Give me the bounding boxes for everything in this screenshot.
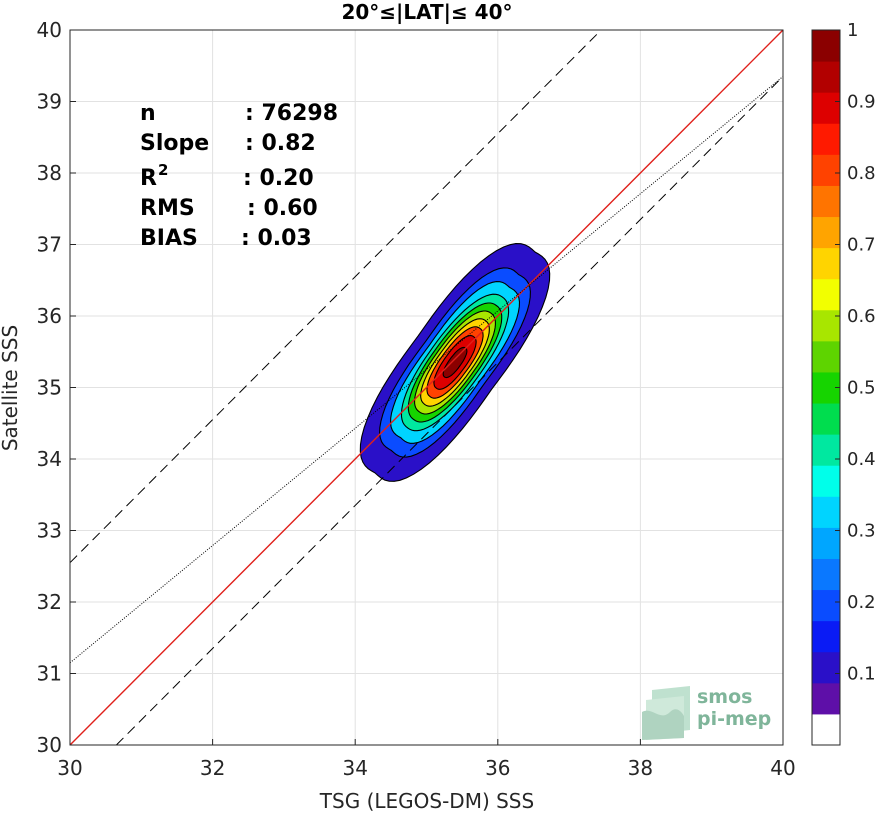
stat-label: RMS <box>140 196 195 221</box>
colorbar-segment <box>812 185 840 218</box>
colorbar-segment <box>812 247 840 280</box>
statistics-box: n : 76298 Slope : 0.82 R 2 : 0.20 RMS : 0.60 BIAS… <box>140 101 338 251</box>
colorbar-segment <box>812 496 840 528</box>
y-tick-label: 40 <box>37 18 62 42</box>
y-tick-labels: 30 31 32 33 34 35 36 37 38 39 40 <box>37 18 62 757</box>
y-tick-label: 38 <box>37 161 62 185</box>
colorbar-segment <box>812 309 840 342</box>
colorbar-segment <box>812 278 840 311</box>
logo-text-pi-mep: pi-mep <box>697 708 771 730</box>
colorbar-segment <box>812 92 840 124</box>
density-contours <box>359 243 551 482</box>
stat-value: : 0.03 <box>241 226 312 251</box>
stat-value: : 76298 <box>245 101 338 126</box>
colorbar-segment <box>812 527 840 559</box>
x-tick-labels: 30 32 34 36 38 40 <box>57 756 795 780</box>
one-to-one-line <box>69 29 784 746</box>
logo-text-smos: smos <box>697 686 752 708</box>
upper-bound-line <box>69 29 602 564</box>
colorbar-tick-label: 0.2 <box>847 592 876 613</box>
x-tick-label: 30 <box>57 756 82 780</box>
colorbar-tick-label: 0.7 <box>847 235 876 256</box>
colorbar-segment <box>812 682 840 715</box>
colorbar-segment <box>812 589 840 622</box>
colorbar-segment <box>812 713 840 746</box>
stat-superscript: 2 <box>158 161 168 179</box>
y-tick-label: 32 <box>37 590 62 614</box>
colorbar-tick-label: 0.9 <box>847 92 876 113</box>
colorbar-segment <box>812 340 840 373</box>
y-tick-label: 34 <box>37 447 62 471</box>
colorbar-tick-label: 0.3 <box>847 521 876 542</box>
smos-pi-mep-logo: smos pi-mep <box>642 686 771 740</box>
y-tick-label: 30 <box>37 733 62 757</box>
chart-title: 20°≤|LAT|≤ 40° <box>341 0 512 24</box>
colorbar-segment <box>812 651 840 684</box>
colorbar-segment <box>812 61 840 93</box>
colorbar-segment <box>812 123 840 155</box>
colorbar-segment <box>812 154 840 186</box>
y-tick-label: 37 <box>37 233 62 257</box>
stat-value: : 0.20 <box>243 166 314 191</box>
colorbar-segment <box>812 434 840 466</box>
contour-level <box>442 346 468 379</box>
colorbar-tick-label: 1 <box>847 20 858 41</box>
colorbar-tick-label: 0.8 <box>847 163 876 184</box>
stat-value: : 0.82 <box>245 131 316 156</box>
x-tick-label: 36 <box>485 756 510 780</box>
colorbar-segment <box>812 465 840 497</box>
x-axis-label: TSG (LEGOS-DM) SSS <box>319 789 534 813</box>
y-tick-label: 31 <box>37 662 62 686</box>
colorbar-segment <box>812 30 840 62</box>
colorbar-segment <box>812 403 840 435</box>
x-tick-label: 40 <box>770 756 795 780</box>
stat-value: : 0.60 <box>247 196 318 221</box>
axes-box <box>69 29 784 746</box>
x-tick-label: 38 <box>628 756 653 780</box>
stat-label: n <box>140 101 156 126</box>
stat-label: R <box>140 166 157 191</box>
colorbar: 0.1 0.2 0.3 0.4 0.5 0.6 0.7 0.8 0.9 1 <box>811 20 876 746</box>
colorbar-segment <box>812 216 840 249</box>
reference-lines <box>69 29 784 746</box>
stat-label: BIAS <box>140 226 198 251</box>
x-tick-label: 32 <box>200 756 225 780</box>
y-tick-label: 39 <box>37 90 62 114</box>
colorbar-segment <box>812 620 840 653</box>
lower-bound-line <box>115 76 784 746</box>
colorbar-tick-label: 0.5 <box>847 378 876 399</box>
colorbar-segment <box>812 558 840 591</box>
y-tick-label: 35 <box>37 376 62 400</box>
colorbar-tick-label: 0.1 <box>847 664 876 685</box>
colorbar-tick-label: 0.4 <box>847 449 876 470</box>
y-axis-label: Satellite SSS <box>0 325 22 451</box>
colorbar-tick-label: 0.6 <box>847 306 876 327</box>
regression-line <box>69 76 784 664</box>
y-tick-label: 36 <box>37 304 62 328</box>
y-tick-label: 33 <box>37 519 62 543</box>
x-tick-label: 34 <box>342 756 367 780</box>
stat-label: Slope <box>140 131 209 156</box>
